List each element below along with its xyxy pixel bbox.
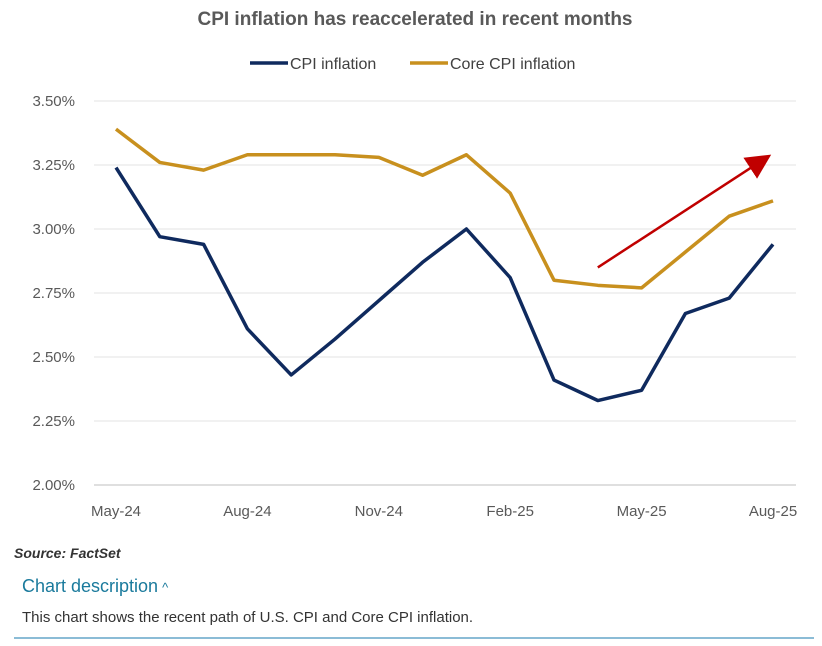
y-tick-label: 3.25%: [32, 157, 75, 174]
x-tick-label: Aug-24: [223, 503, 271, 520]
y-tick-label: 2.00%: [32, 477, 75, 494]
trend-arrow: [597, 154, 772, 269]
legend: CPI inflation Core CPI inflation: [250, 56, 575, 73]
y-tick-label: 3.00%: [32, 221, 75, 238]
source-note: Source: FactSet: [14, 545, 121, 561]
x-tick-label: Aug-25: [749, 503, 797, 520]
y-tick-label: 2.75%: [32, 285, 75, 302]
chart-description-toggle[interactable]: Chart description ^: [22, 576, 168, 597]
legend-label-core-cpi: Core CPI inflation: [450, 56, 575, 73]
x-tick-label: Nov-24: [355, 503, 403, 520]
line-chart: CPI inflation has reaccelerated in recen…: [32, 9, 797, 520]
divider: [14, 637, 814, 639]
x-tick-label: May-24: [91, 503, 141, 520]
chart-description-label: Chart description: [22, 576, 159, 596]
x-tick-label: Feb-25: [486, 503, 534, 520]
chart-title: CPI inflation has reaccelerated in recen…: [197, 9, 632, 30]
cpi-line: [114, 166, 775, 403]
y-tick-label: 2.50%: [32, 349, 75, 366]
x-tick-label: May-25: [617, 503, 667, 520]
legend-label-cpi: CPI inflation: [290, 56, 376, 73]
y-tick-label: 2.25%: [32, 413, 75, 430]
y-tick-label: 3.50%: [32, 93, 75, 110]
core-cpi-line: [114, 127, 774, 290]
chevron-up-icon: ^: [162, 580, 169, 595]
chart-description-text: This chart shows the recent path of U.S.…: [22, 609, 474, 626]
